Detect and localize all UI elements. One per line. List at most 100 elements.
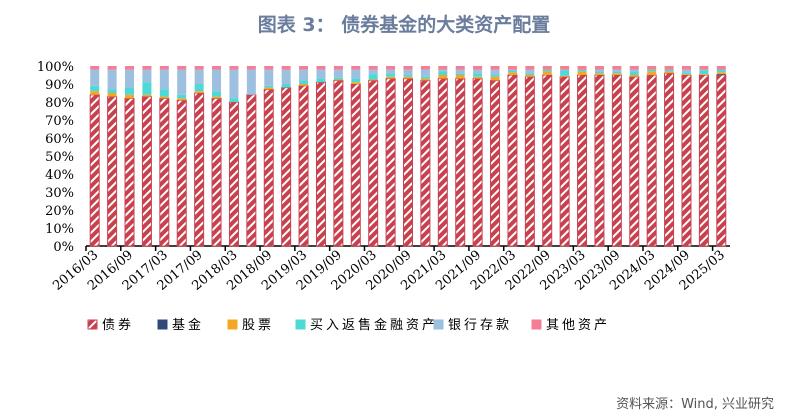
bar-segment-0-2018/09 [263,88,274,247]
bar-segment-0-2023/12 [629,76,640,247]
bar-segment-0-2024/09 [681,74,692,247]
bar-segment-3-2022/06 [525,73,535,75]
bar-segment-2-2017/03 [159,96,169,99]
bar-segment-4-2023/09 [612,69,622,72]
bar-segment-0-2018/06 [246,94,257,247]
bar-segment-0-2017/09 [194,92,205,247]
y-tick-label: 50% [45,150,74,165]
bar-segment-3-2024/06 [664,69,674,72]
bar-segment-3-2018/03 [229,98,239,102]
bar-segment-0-2024/06 [664,72,675,247]
bar-segment-0-2020/09 [403,78,413,247]
bar-segment-0-2017/03 [159,97,170,247]
bar-segment-3-2017/12 [212,91,222,97]
bar-segment-0-2022/06 [524,76,535,247]
bar-segment-0-2017/06 [176,99,187,247]
bar-segment-5-2018/03 [229,66,239,70]
bar-segment-2-2022/06 [525,75,535,77]
bar-segment-3-2017/03 [159,89,169,97]
bar-segment-4-2017/09 [194,69,204,84]
bar-segment-0-2021/09 [472,78,483,247]
bar-segment-5-2019/09 [333,66,343,70]
bar-segment-2-2024/06 [664,71,674,74]
legend-label: 基金 [172,317,204,333]
bar-segment-5-2020/09 [403,66,413,70]
bar-segment-4-2018/12 [281,69,291,84]
bar-segment-3-2016/09 [125,87,135,95]
y-tick-label: 40% [45,168,74,183]
y-tick-label: 20% [45,204,74,219]
bar-segment-2-2020/09 [403,76,413,79]
bar-segment-5-2021/09 [473,66,483,70]
bar-segment-5-2022/03 [507,66,517,70]
bar-segment-0-2018/12 [281,87,292,247]
legend-swatch-1 [157,319,168,330]
legend-swatch-2 [227,319,238,330]
bar-segment-2-2019/09 [333,79,343,81]
y-tick-label: 10% [45,222,74,237]
bar-segment-5-2021/03 [438,66,448,70]
bar-segment-5-2017/03 [159,66,169,70]
bar-segment-5-2018/12 [281,66,291,70]
bar-segment-5-2020/06 [386,66,396,70]
y-tick-label: 80% [45,96,74,111]
bar-segment-3-2016/03 [90,85,100,92]
legend-label: 股票 [242,318,274,333]
bar-segment-0-2022/03 [507,74,518,247]
bar-segment-5-2019/06 [316,66,326,70]
bar-segment-2-2024/12 [699,74,709,75]
legend-swatch-3 [295,319,306,330]
bar-segment-3-2018/09 [264,85,274,88]
bar-segment-5-2019/03 [299,66,309,70]
legend-swatch-0 [87,319,98,330]
bar-segment-0-2018/03 [228,101,239,247]
y-tick-label: 60% [45,132,74,147]
bar-segment-4-2023/12 [629,69,639,72]
bar-segment-5-2016/09 [125,66,135,70]
legend-swatch-5 [531,319,542,330]
bar-segment-3-2023/03 [577,69,587,72]
bar-segment-3-2016/12 [142,82,152,95]
bar-segment-0-2020/12 [420,79,431,247]
bar-segment-3-2023/12 [629,71,639,75]
bar-segment-2-2019/12 [351,82,361,84]
bar-segment-2-2020/03 [368,79,378,81]
bar-segment-4-2016/03 [90,69,100,86]
bar-segment-5-2024/03 [647,66,657,70]
bar-segment-0-2023/06 [594,74,605,247]
bar-segment-2-2023/06 [594,73,604,75]
source-note: 资料来源：Wind, 兴业研究 [616,397,774,412]
bar-segment-4-2018/09 [264,69,274,86]
bar-segment-4-2020/09 [403,69,413,75]
bar-segment-4-2020/06 [386,69,396,74]
bar-segment-5-2017/06 [177,66,187,70]
bar-segment-5-2017/09 [194,66,204,70]
bar-segment-5-2017/12 [212,66,222,70]
bar-segment-0-2021/12 [490,79,501,247]
bar-segment-4-2019/03 [299,69,309,81]
bar-segment-5-2020/03 [368,66,378,70]
y-tick-label: 90% [45,78,74,93]
bar-segment-4-2021/09 [473,69,483,74]
bar-segment-5-2023/09 [612,66,622,70]
bar-segment-2-2017/09 [194,91,204,93]
bar-segment-2-2018/09 [264,87,274,90]
bar-segment-3-2019/06 [316,78,326,83]
bar-segment-4-2017/03 [159,69,169,90]
bar-segment-4-2019/09 [333,69,343,78]
bar-segment-0-2017/12 [211,97,222,247]
bar-segment-3-2020/12 [420,76,430,79]
bar-segment-3-2024/12 [699,70,709,75]
bar-segment-3-2017/09 [194,84,204,92]
bar-segment-5-2024/06 [664,66,674,70]
bar-segment-2-2025/03 [716,72,726,75]
bar-segment-2-2021/03 [438,75,448,79]
bar-segment-2-2024/03 [647,71,657,75]
bar-segment-5-2023/03 [577,66,587,70]
bar-segment-3-2020/09 [403,75,413,77]
legend-label: 买入返售金融资产 [310,317,438,333]
bar-segment-0-2025/03 [716,74,727,247]
legend-label: 银行存款 [448,318,512,333]
bar-segment-4-2021/12 [490,69,500,75]
bar-segment-0-2024/12 [698,74,709,247]
